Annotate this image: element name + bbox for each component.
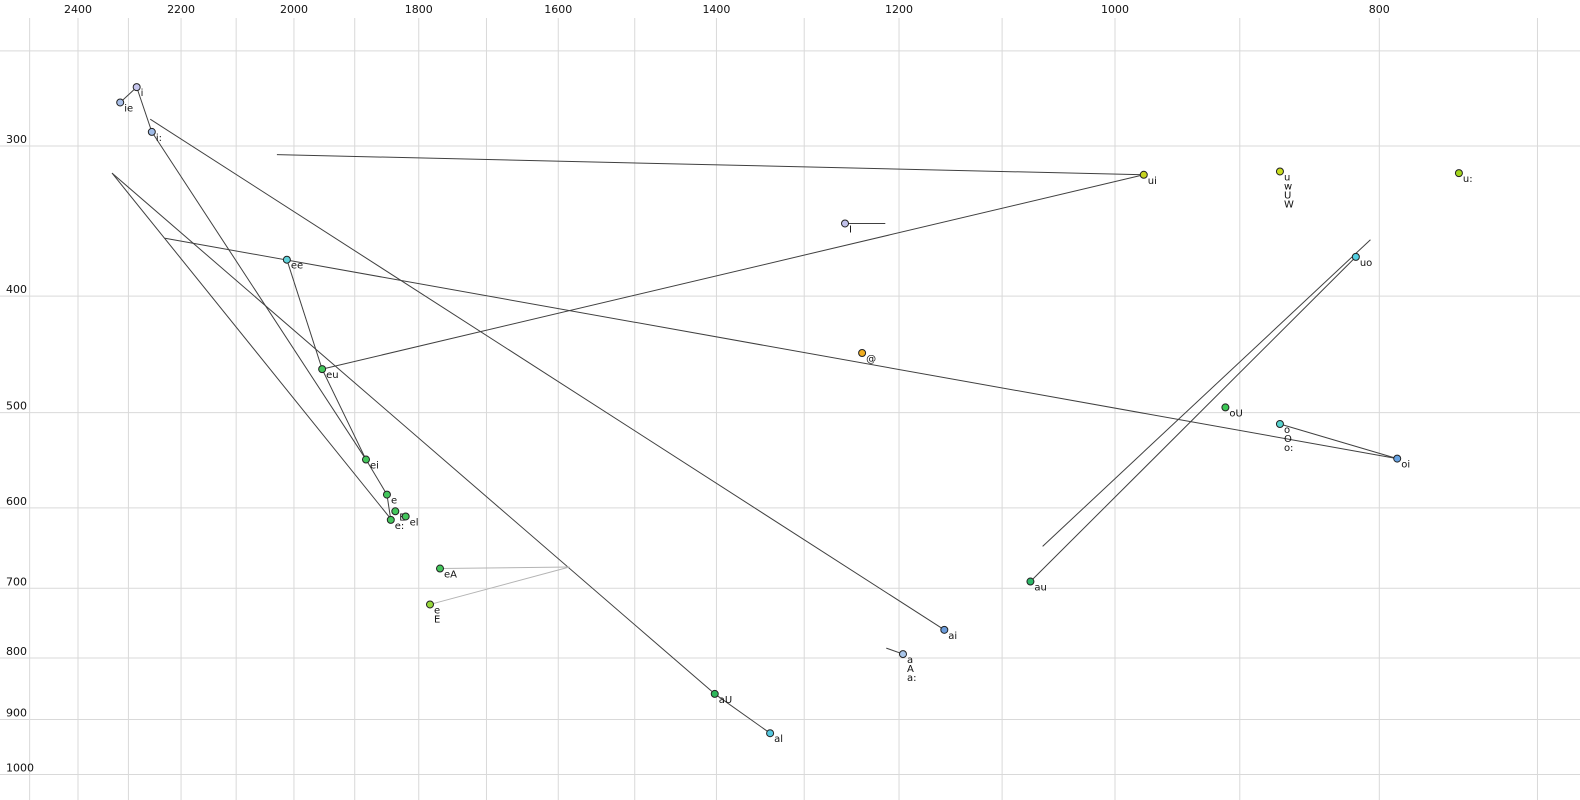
data-point[interactable] [386, 515, 395, 524]
point-label: w [1284, 181, 1292, 192]
data-point[interactable] [1275, 420, 1284, 429]
point-label: O [1284, 434, 1292, 445]
data-point[interactable] [1454, 169, 1463, 178]
point-label: W [1284, 199, 1294, 210]
data-point[interactable] [1393, 454, 1402, 463]
point-label: el [410, 517, 419, 528]
point-label: ee [291, 261, 303, 272]
point-label: au [1034, 583, 1046, 594]
data-point[interactable] [401, 512, 410, 521]
y-axis-tick-label: 900 [6, 706, 27, 719]
x-axis-tick-label: 1000 [1101, 3, 1129, 16]
trajectory-line [149, 118, 945, 631]
x-axis-tick-label: 1600 [544, 3, 572, 16]
data-point[interactable] [1351, 252, 1360, 261]
point-label: e [434, 605, 440, 616]
data-point[interactable] [147, 127, 156, 136]
data-point[interactable] [116, 98, 125, 107]
point-label: al [774, 734, 783, 745]
point-label: oU [1229, 408, 1242, 419]
data-point[interactable] [282, 255, 291, 264]
point-label: i [141, 88, 144, 99]
x-axis-tick-label: 2400 [64, 3, 92, 16]
x-axis-tick-label: 2200 [167, 3, 195, 16]
point-label: uo [1360, 258, 1372, 269]
y-axis-tick-label: 500 [6, 400, 27, 413]
y-axis-tick-label: 300 [6, 133, 27, 146]
y-axis-tick-label: 700 [6, 575, 27, 588]
point-label: o: [1284, 443, 1294, 454]
data-point[interactable] [1139, 170, 1148, 179]
trajectory-line [1279, 423, 1398, 460]
trajectory-line [111, 172, 716, 695]
point-label: ai [948, 631, 957, 642]
point-label: i: [156, 133, 162, 144]
point-label: ui [1148, 176, 1157, 187]
data-point[interactable] [132, 83, 141, 92]
data-point[interactable] [1221, 403, 1230, 412]
y-axis-tick-label: 800 [6, 645, 27, 658]
data-point[interactable] [710, 689, 719, 698]
x-axis-tick-label: 1400 [702, 3, 730, 16]
data-point[interactable] [436, 564, 445, 573]
trajectory-line [321, 368, 367, 460]
data-point[interactable] [1026, 577, 1035, 586]
point-label: u: [1463, 174, 1473, 185]
trajectory-line [429, 566, 570, 605]
point-label: o [1284, 425, 1290, 436]
data-point[interactable] [382, 490, 391, 499]
y-axis-tick-label: 400 [6, 283, 27, 296]
point-label: eu [326, 370, 339, 381]
y-axis-tick-label: 1000 [6, 761, 34, 774]
x-axis-tick-label: 1800 [405, 3, 433, 16]
data-point[interactable] [841, 219, 850, 228]
point-label: eA [444, 570, 457, 581]
data-point[interactable] [766, 729, 775, 738]
trajectory-line [1030, 256, 1357, 582]
point-label: aU [719, 695, 732, 706]
point-label: ei [370, 461, 379, 472]
trajectory-line [164, 237, 1398, 460]
data-point[interactable] [858, 348, 867, 357]
point-label: oi [1401, 460, 1410, 471]
data-point[interactable] [318, 365, 327, 374]
trajectory-line [322, 174, 1144, 370]
data-point[interactable] [1275, 167, 1284, 176]
point-label: ie [124, 103, 133, 114]
trajectory-line [111, 172, 390, 518]
point-label: E [434, 614, 440, 625]
point-label: a: [907, 673, 917, 684]
trajectory-line [286, 259, 323, 370]
point-label: @ [866, 354, 876, 365]
trajectory-line [365, 459, 388, 495]
trajectory-line [440, 566, 570, 570]
point-label: I [849, 224, 852, 235]
x-axis-tick-label: 1200 [885, 3, 913, 16]
trajectory-line [136, 86, 153, 133]
point-label: U [1284, 190, 1291, 201]
trajectory-line [714, 693, 771, 734]
data-point[interactable] [361, 455, 370, 464]
x-axis-tick-label: 800 [1369, 3, 1390, 16]
point-label: A [907, 664, 914, 675]
point-label: a [907, 655, 913, 666]
point-label: e [391, 496, 397, 507]
point-label: e: [395, 521, 405, 532]
point-label: u [1284, 172, 1290, 183]
x-axis-tick-label: 2000 [280, 3, 308, 16]
y-axis-tick-label: 600 [6, 495, 27, 508]
data-point[interactable] [391, 507, 400, 516]
data-point[interactable] [898, 650, 907, 659]
trajectory-line [386, 494, 392, 520]
trajectory-line [151, 131, 367, 460]
data-point[interactable] [425, 600, 434, 609]
trajectory-line [276, 154, 1144, 176]
data-point[interactable] [940, 625, 949, 634]
trajectory-line [1042, 239, 1371, 547]
